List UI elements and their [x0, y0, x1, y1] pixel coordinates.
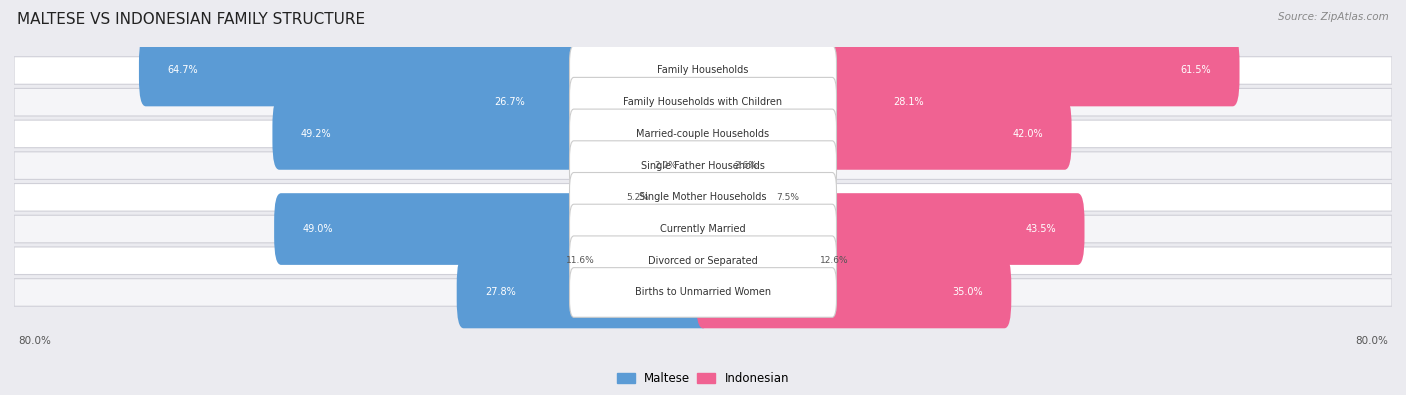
Text: Divorced or Separated: Divorced or Separated	[648, 256, 758, 266]
Text: 2.0%: 2.0%	[654, 161, 678, 170]
FancyBboxPatch shape	[651, 162, 710, 233]
Text: Family Households with Children: Family Households with Children	[623, 97, 783, 107]
Text: 49.2%: 49.2%	[301, 129, 332, 139]
Text: 11.6%: 11.6%	[565, 256, 595, 265]
FancyBboxPatch shape	[696, 162, 775, 233]
Text: Family Households: Family Households	[658, 66, 748, 75]
FancyBboxPatch shape	[14, 278, 1392, 306]
FancyBboxPatch shape	[696, 98, 1071, 170]
FancyBboxPatch shape	[569, 173, 837, 222]
FancyBboxPatch shape	[14, 88, 1392, 116]
Text: 7.5%: 7.5%	[776, 193, 799, 202]
Text: 61.5%: 61.5%	[1181, 66, 1211, 75]
Text: 26.7%: 26.7%	[495, 97, 526, 107]
Legend: Maltese, Indonesian: Maltese, Indonesian	[612, 367, 794, 390]
FancyBboxPatch shape	[14, 184, 1392, 211]
FancyBboxPatch shape	[569, 141, 837, 190]
FancyBboxPatch shape	[467, 66, 710, 138]
FancyBboxPatch shape	[14, 152, 1392, 179]
Text: Single Father Households: Single Father Households	[641, 161, 765, 171]
Text: 28.1%: 28.1%	[893, 97, 924, 107]
FancyBboxPatch shape	[696, 225, 818, 297]
FancyBboxPatch shape	[14, 247, 1392, 275]
FancyBboxPatch shape	[596, 225, 710, 297]
FancyBboxPatch shape	[569, 236, 837, 286]
Text: 42.0%: 42.0%	[1012, 129, 1043, 139]
FancyBboxPatch shape	[14, 215, 1392, 243]
FancyBboxPatch shape	[274, 193, 710, 265]
FancyBboxPatch shape	[14, 57, 1392, 84]
Text: 27.8%: 27.8%	[485, 288, 516, 297]
FancyBboxPatch shape	[679, 130, 710, 201]
Text: 80.0%: 80.0%	[1355, 336, 1388, 346]
FancyBboxPatch shape	[457, 257, 710, 328]
Text: 2.6%: 2.6%	[734, 161, 756, 170]
Text: Married-couple Households: Married-couple Households	[637, 129, 769, 139]
Text: 80.0%: 80.0%	[18, 336, 51, 346]
FancyBboxPatch shape	[569, 109, 837, 159]
FancyBboxPatch shape	[569, 77, 837, 127]
FancyBboxPatch shape	[696, 130, 733, 201]
Text: Single Mother Households: Single Mother Households	[640, 192, 766, 202]
Text: 64.7%: 64.7%	[167, 66, 198, 75]
Text: Source: ZipAtlas.com: Source: ZipAtlas.com	[1278, 12, 1389, 22]
Text: 35.0%: 35.0%	[952, 288, 983, 297]
FancyBboxPatch shape	[696, 35, 1240, 106]
FancyBboxPatch shape	[14, 120, 1392, 148]
Text: 49.0%: 49.0%	[302, 224, 333, 234]
FancyBboxPatch shape	[696, 66, 952, 138]
FancyBboxPatch shape	[569, 268, 837, 317]
FancyBboxPatch shape	[696, 193, 1084, 265]
Text: MALTESE VS INDONESIAN FAMILY STRUCTURE: MALTESE VS INDONESIAN FAMILY STRUCTURE	[17, 12, 366, 27]
FancyBboxPatch shape	[569, 204, 837, 254]
Text: Births to Unmarried Women: Births to Unmarried Women	[636, 288, 770, 297]
FancyBboxPatch shape	[696, 257, 1011, 328]
Text: 5.2%: 5.2%	[627, 193, 650, 202]
Text: 12.6%: 12.6%	[820, 256, 849, 265]
Text: Currently Married: Currently Married	[661, 224, 745, 234]
FancyBboxPatch shape	[569, 46, 837, 95]
FancyBboxPatch shape	[273, 98, 710, 170]
FancyBboxPatch shape	[139, 35, 710, 106]
Text: 43.5%: 43.5%	[1025, 224, 1056, 234]
